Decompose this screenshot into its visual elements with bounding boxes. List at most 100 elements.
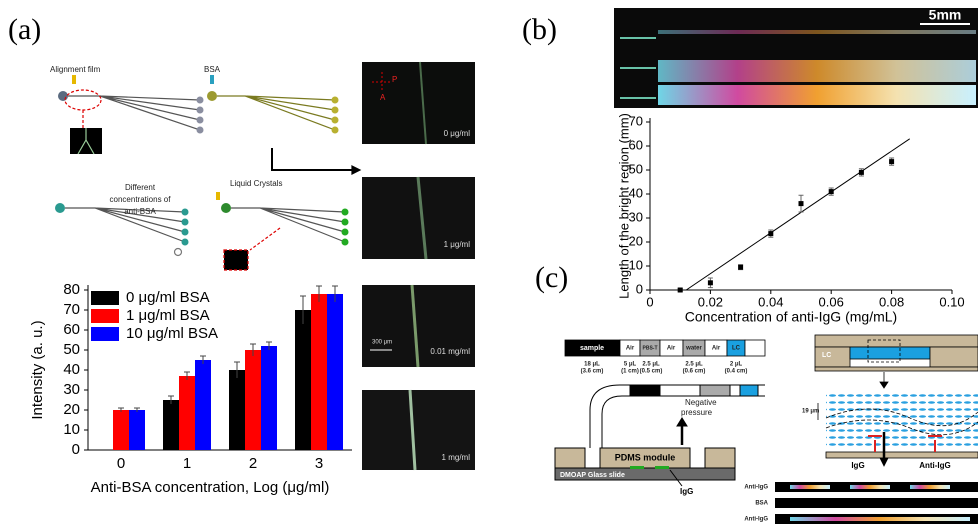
- y-tick-label: 30: [63, 381, 80, 398]
- point: [798, 201, 804, 207]
- point: [677, 287, 683, 293]
- volume: 18 μL: [584, 362, 600, 368]
- x-tick-label: 3: [315, 455, 323, 472]
- bar: [327, 294, 343, 450]
- tube-label: sample: [580, 345, 604, 352]
- y-tick-label: 60: [63, 321, 80, 338]
- legend-label: 0 μg/ml BSA: [126, 289, 210, 306]
- tube-label: Air: [667, 346, 676, 352]
- tube-diagram: [564, 339, 766, 357]
- label: IgG: [680, 487, 693, 496]
- point: [858, 169, 864, 175]
- legend-swatch: [91, 327, 119, 341]
- volume: 2 μL: [730, 362, 743, 368]
- y-axis-label: Length of the bright region (mm): [616, 113, 631, 299]
- volume: 5 μL: [624, 362, 637, 368]
- label: IgG: [851, 461, 864, 470]
- microscope-images: [362, 61, 475, 471]
- y-tick-label: 60: [629, 137, 643, 152]
- y-tick-label: 10: [629, 257, 643, 272]
- strip-label: Anti-IgG: [744, 517, 768, 523]
- point: [707, 280, 713, 286]
- x-tick-label: 0.04: [758, 294, 783, 309]
- tube-label: water: [685, 346, 702, 352]
- label: A: [380, 93, 386, 102]
- legend-label: 10 μg/ml BSA: [126, 325, 218, 342]
- error-bar: [266, 341, 272, 350]
- assay-strips: [775, 482, 978, 524]
- point: [828, 189, 834, 195]
- bar: [129, 410, 145, 450]
- x-tick-label: 2: [249, 455, 257, 472]
- fit-line: [685, 138, 911, 291]
- error-bar: [134, 407, 140, 412]
- y-tick-label: 0: [636, 281, 643, 296]
- strip-label: BSA: [755, 501, 768, 507]
- label: LC: [822, 352, 831, 359]
- label: concentrations of: [110, 195, 172, 204]
- label: pressure: [681, 408, 713, 417]
- label: Liquid Crystals: [230, 179, 282, 188]
- bar: [311, 294, 327, 450]
- bar: [295, 310, 311, 450]
- bar: [179, 376, 195, 450]
- error-bar: [300, 295, 306, 324]
- scale-bar-label: 5mm: [929, 7, 962, 23]
- y-tick-label: 10: [63, 421, 80, 438]
- label: Different: [125, 183, 156, 192]
- error-bar: [316, 285, 322, 302]
- legend-swatch: [91, 291, 119, 305]
- y-tick-label: 50: [63, 341, 80, 358]
- x-tick-label: 0.06: [819, 294, 844, 309]
- error-bar: [332, 285, 338, 302]
- lc-diagram: [814, 334, 978, 467]
- y-tick-label: 20: [629, 233, 643, 248]
- tube-label: LC: [732, 346, 741, 352]
- error-bar: [234, 361, 240, 378]
- scale-bar-label: 300 μm: [372, 340, 392, 346]
- legend-swatch: [91, 309, 119, 323]
- x-tick-label: 0.10: [939, 294, 964, 309]
- bar: [195, 360, 211, 450]
- volume: 2.5 μL: [642, 362, 660, 368]
- y-tick-label: 40: [63, 361, 80, 378]
- x-tick-label: 0: [117, 455, 125, 472]
- label: Anti-IgG: [919, 461, 951, 470]
- x-tick-label: 0: [646, 294, 653, 309]
- panel-label: (a): [8, 13, 41, 46]
- tube-label: PBS-T: [643, 345, 658, 351]
- label: PDMS module: [615, 452, 676, 462]
- x-axis-label: Concentration of anti-IgG (mg/mL): [685, 309, 897, 325]
- image-label: 0 μg/ml: [444, 129, 471, 138]
- volume: (0.4 cm): [725, 369, 748, 375]
- volume: (0.5 cm): [640, 369, 663, 375]
- label: BSA: [204, 65, 221, 74]
- volume: (0.6 cm): [683, 369, 706, 375]
- label: Negative: [685, 398, 717, 407]
- image-label: 1 mg/ml: [442, 453, 471, 462]
- tube-label: Air: [626, 346, 635, 352]
- device-diagram: [554, 384, 765, 487]
- y-tick-label: 40: [629, 185, 643, 200]
- x-tick-label: 1: [183, 455, 191, 472]
- chip-schematic: [55, 75, 362, 271]
- error-bar: [200, 355, 206, 364]
- bar: [229, 370, 245, 450]
- x-tick-label: 0.02: [698, 294, 723, 309]
- y-tick-label: 70: [629, 113, 643, 128]
- bar: [245, 350, 261, 450]
- legend-label: 1 μg/ml BSA: [126, 307, 210, 324]
- image-label: 1 μg/ml: [444, 240, 471, 249]
- error-bar: [118, 407, 124, 412]
- volume: 2.5 μL: [685, 362, 703, 368]
- point: [738, 264, 744, 270]
- volume: (3.6 cm): [581, 369, 604, 375]
- x-axis-label: Anti-BSA concentration, Log (μg/ml): [91, 479, 330, 496]
- serpentine-image: [614, 8, 978, 108]
- label: Alignment film: [50, 65, 101, 74]
- panel-label: (c): [535, 261, 568, 294]
- point: [889, 159, 895, 165]
- error-bar: [168, 395, 174, 404]
- label: 19 μm: [802, 409, 819, 415]
